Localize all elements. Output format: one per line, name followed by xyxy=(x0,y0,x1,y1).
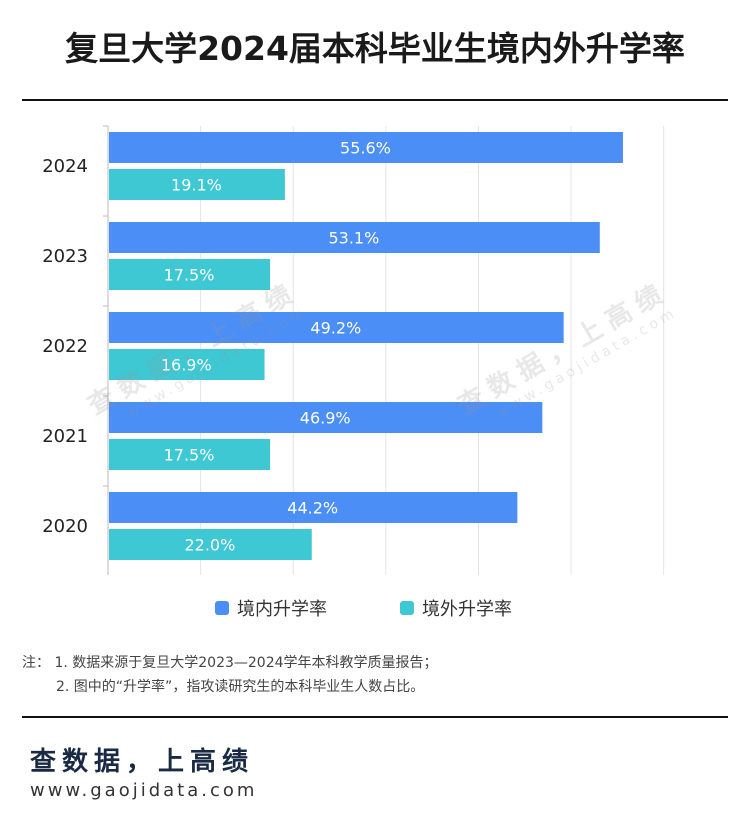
data-label-2024-series-0: 55.6% xyxy=(340,139,391,158)
data-label-2022-series-1: 16.9% xyxy=(161,356,212,375)
data-label-2024-series-1: 19.1% xyxy=(171,176,222,195)
bar-2022-series-0 xyxy=(109,312,564,343)
data-label-2023-series-0: 53.1% xyxy=(328,229,379,248)
data-label-2021-series-0: 46.9% xyxy=(300,409,351,428)
bar-2024-series-0 xyxy=(109,132,623,163)
bar-2021-series-1 xyxy=(109,439,271,470)
brand-name: 查数据，上高绩 xyxy=(30,747,255,777)
legend-label-overseas: 境外升学率 xyxy=(422,599,512,620)
footnote-1: 注： 1. 数据来源于复旦大学2023—2024学年本科教学质量报告； xyxy=(22,655,438,671)
data-label-2023-series-1: 17.5% xyxy=(164,266,215,285)
legend-item-domestic: 境内升学率 xyxy=(215,595,327,621)
brand-url: www.gaojidata.com xyxy=(30,780,258,801)
legend-label-domestic: 境内升学率 xyxy=(237,599,327,620)
y-tick-label-2024: 2024 xyxy=(42,156,88,177)
bottom-divider xyxy=(22,716,728,718)
data-label-2022-series-0: 49.2% xyxy=(310,319,361,338)
bar-2020-series-0 xyxy=(109,492,518,523)
bar-2022-series-1 xyxy=(109,349,265,380)
footnote-2: 2. 图中的“升学率”，指攻读研究生的本科毕业生人数占比。 xyxy=(56,679,425,695)
data-label-2021-series-1: 17.5% xyxy=(164,446,215,465)
top-divider xyxy=(22,99,728,101)
bar-chart: 2024 55.6% 19.1% 2023 53.1% 17.5% 2022 49.2% 16.… xyxy=(42,125,665,575)
legend-item-overseas: 境外升学率 xyxy=(400,595,512,621)
chart-title: 复旦大学2024届本科毕业生境内外升学率 xyxy=(65,29,685,68)
y-tick-label-2020: 2020 xyxy=(42,516,88,537)
bar-2023-series-1 xyxy=(109,259,271,290)
bar-2023-series-0 xyxy=(109,222,600,253)
data-label-2020-series-0: 44.2% xyxy=(287,499,338,518)
bar-2020-series-1 xyxy=(109,529,312,560)
data-label-2020-series-1: 22.0% xyxy=(184,536,235,555)
footnotes: 注： 1. 数据来源于复旦大学2023—2024学年本科教学质量报告； 2. 图… xyxy=(22,651,438,699)
bar-2021-series-0 xyxy=(109,402,543,433)
legend-swatch-overseas xyxy=(400,601,414,615)
legend-swatch-domestic xyxy=(215,601,229,615)
y-tick-label-2022: 2022 xyxy=(42,336,88,357)
y-tick-label-2023: 2023 xyxy=(42,246,88,267)
y-tick-label-2021: 2021 xyxy=(42,426,88,447)
bar-2024-series-1 xyxy=(109,169,285,200)
legend: 境内升学率 境外升学率 xyxy=(0,595,750,621)
